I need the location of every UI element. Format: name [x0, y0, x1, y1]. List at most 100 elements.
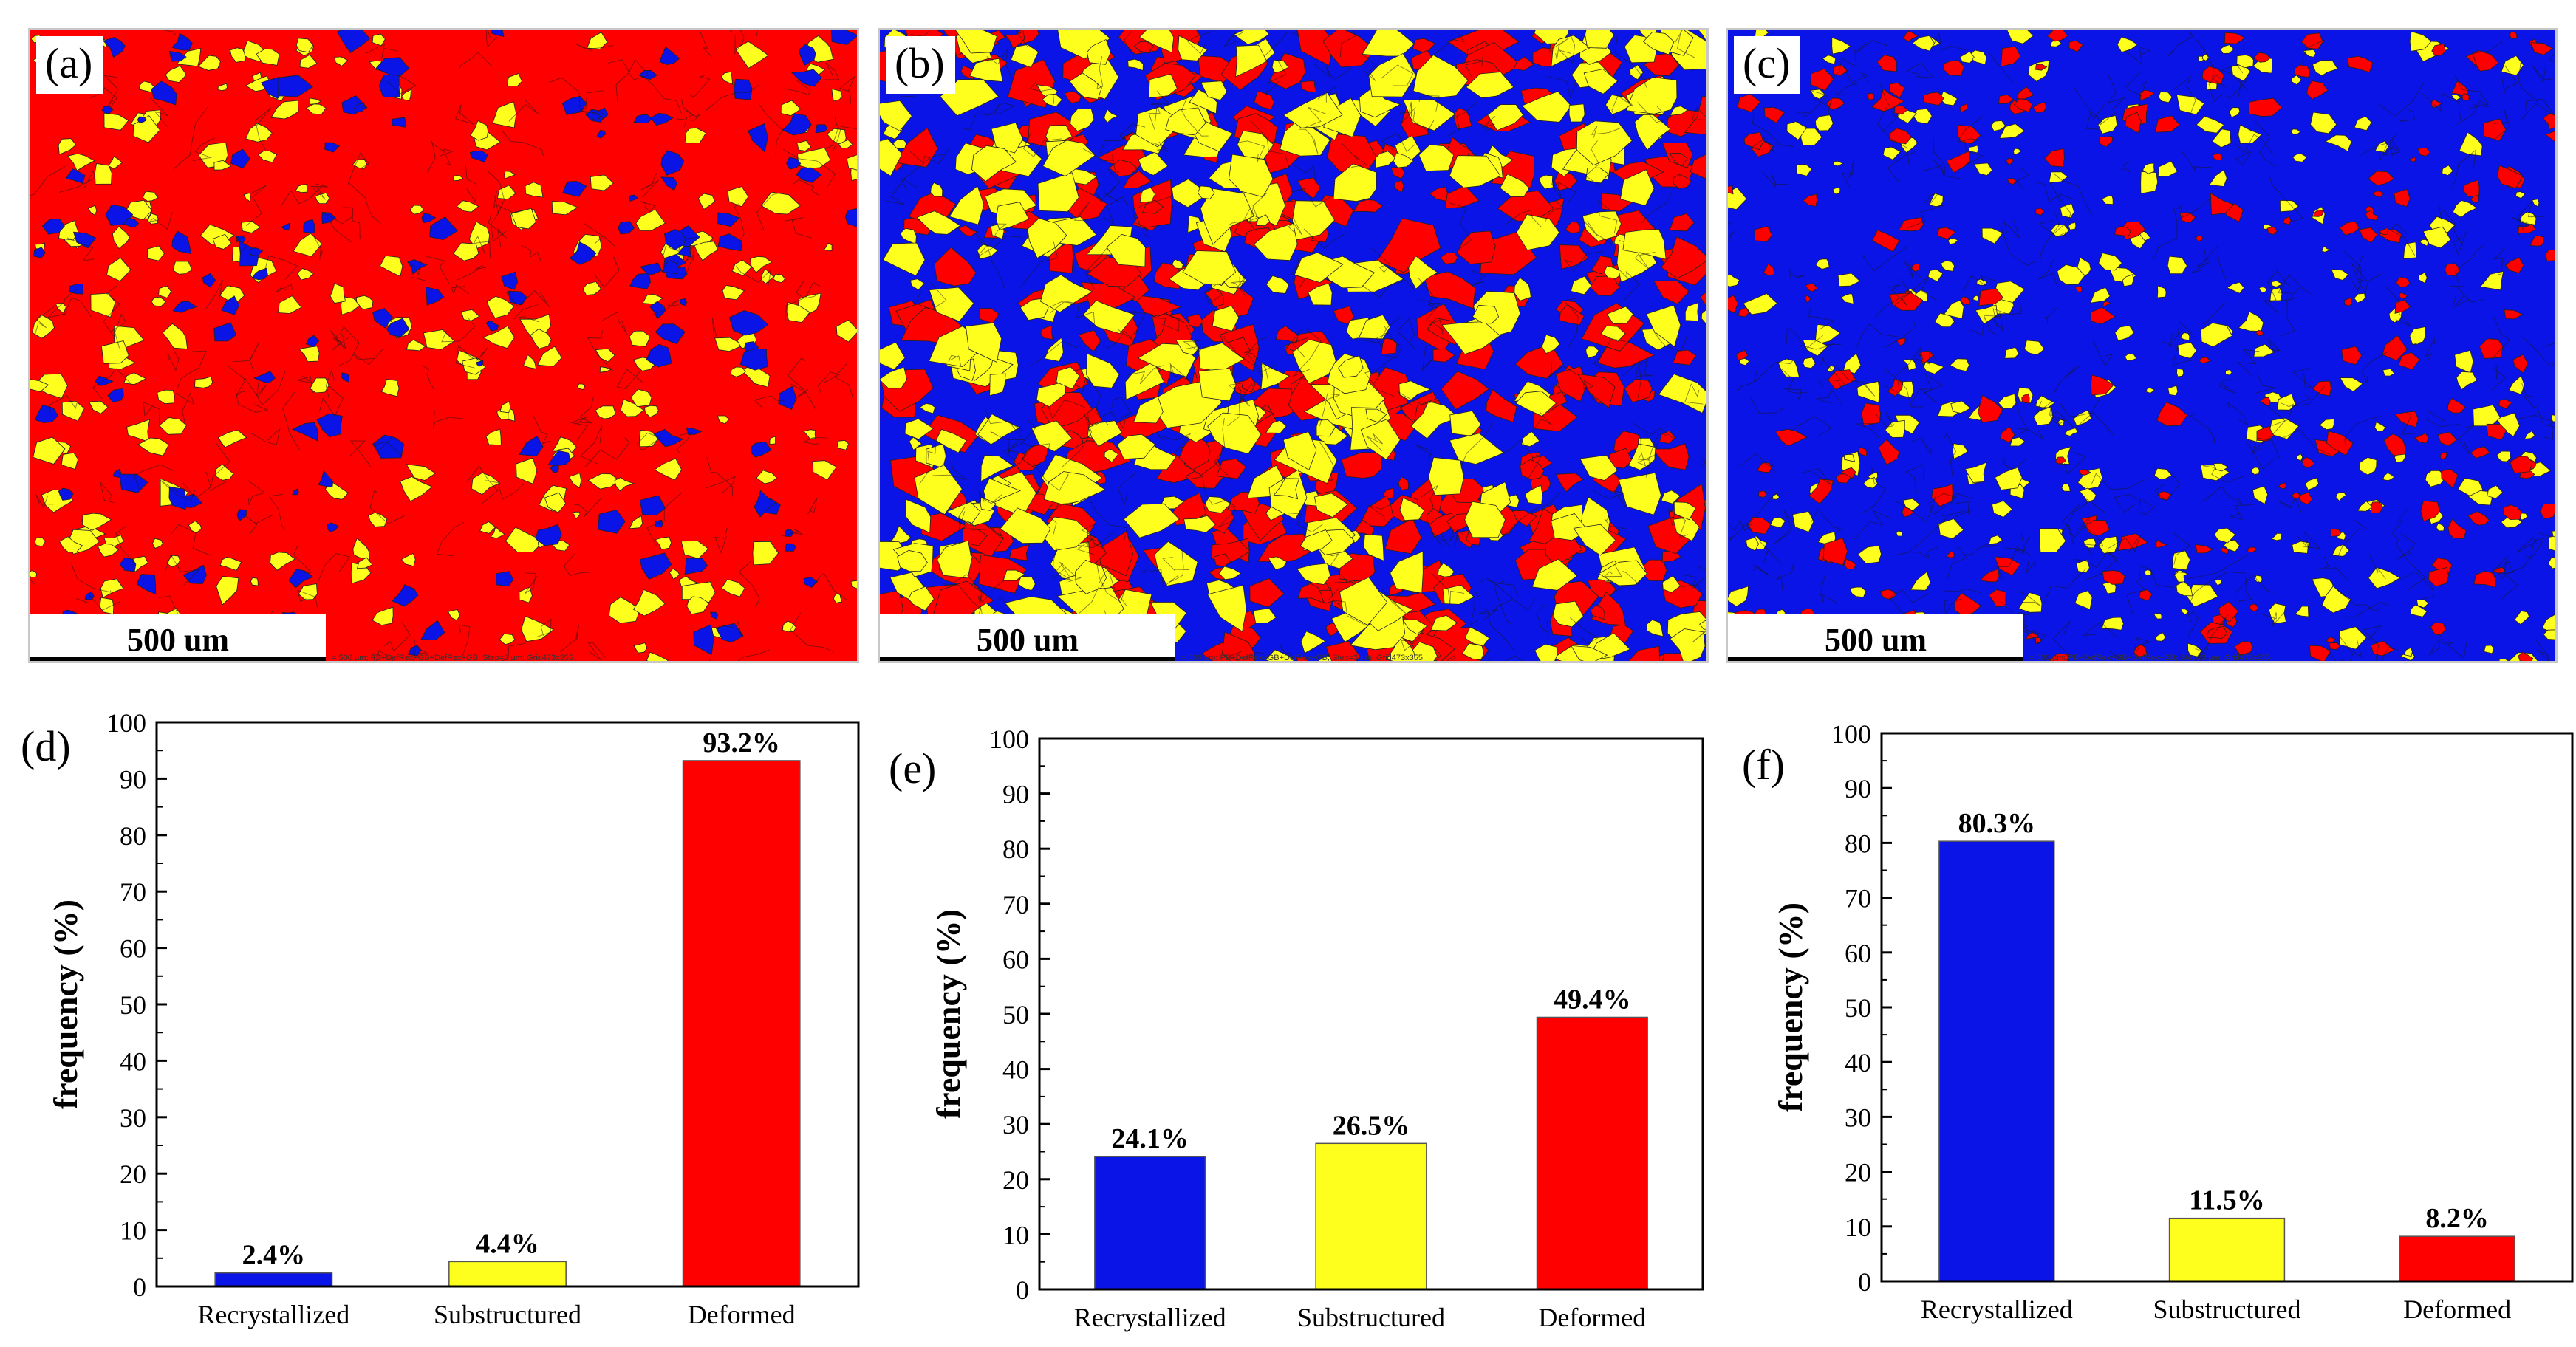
grain	[717, 212, 740, 227]
grain	[2032, 102, 2047, 114]
grain-boundary	[1376, 332, 1389, 348]
grain-boundary	[2014, 397, 2029, 434]
data-label: 49.4%	[1554, 984, 1631, 1015]
scale-bar	[1728, 657, 2023, 661]
grain	[1104, 448, 1119, 463]
grain	[1840, 292, 1854, 304]
grain-boundary	[1290, 188, 1333, 208]
grain	[499, 633, 516, 645]
grain	[2025, 632, 2040, 640]
grain-boundary	[513, 304, 539, 323]
grain-boundary	[1299, 128, 1319, 154]
grain-boundary	[1417, 277, 1441, 321]
grain-boundary	[2396, 541, 2427, 590]
grain-boundary	[1841, 160, 1854, 188]
grain-boundary	[1429, 318, 1444, 335]
grain	[2252, 58, 2273, 74]
grain	[989, 373, 1006, 397]
grain	[1903, 30, 1919, 43]
grain-boundary	[1551, 181, 1577, 202]
grain	[1590, 604, 1605, 620]
grain	[2325, 134, 2352, 152]
grain-boundary	[2302, 39, 2325, 64]
grain	[1831, 37, 1851, 55]
grain-boundary	[47, 289, 77, 318]
grain-boundary	[961, 101, 1001, 131]
grain-boundary	[425, 256, 450, 284]
grain	[2505, 257, 2524, 274]
grain	[2021, 393, 2030, 404]
grain	[739, 348, 768, 371]
grain-boundary	[2041, 655, 2054, 661]
grain-boundary	[502, 131, 544, 157]
grain	[1833, 160, 1844, 167]
grain	[158, 285, 172, 298]
grain-boundary	[1667, 508, 1688, 539]
grain	[2157, 160, 2179, 177]
grain-boundary	[110, 313, 127, 349]
grain	[1418, 144, 1455, 172]
grain	[1104, 109, 1118, 124]
grain	[1212, 305, 1240, 332]
grain	[1973, 162, 1993, 176]
grain-boundary	[2220, 64, 2249, 92]
grain	[1758, 490, 1767, 498]
grain	[1792, 510, 1814, 533]
grain	[1622, 228, 1667, 260]
grain-boundary	[1862, 465, 1887, 514]
grain-boundary	[1465, 53, 1484, 77]
grain	[1393, 152, 1415, 168]
grain-boundary	[2162, 341, 2192, 366]
grain	[2319, 419, 2334, 431]
grain	[1879, 589, 1897, 600]
grain	[930, 182, 943, 197]
grain	[1512, 510, 1537, 527]
bar-chart-d: (d)2.4%Recrystallized4.4%Substructured93…	[21, 708, 860, 1329]
grain-boundary	[1536, 604, 1549, 634]
grain-boundary	[2074, 87, 2117, 126]
grain	[2552, 530, 2555, 538]
grain	[2156, 401, 2188, 427]
grain-boundary	[1414, 444, 1433, 465]
grain-boundary	[66, 237, 95, 261]
grain-boundary	[521, 244, 541, 262]
grain-boundary	[1941, 510, 1971, 518]
grain	[162, 323, 188, 349]
grain	[2102, 570, 2125, 585]
grain	[2539, 503, 2555, 520]
grain-boundary	[1303, 106, 1327, 129]
grain-boundary	[2535, 639, 2551, 661]
grain-boundary	[2252, 402, 2286, 452]
grain	[1844, 453, 1856, 462]
grain-boundary	[458, 52, 493, 69]
grain-boundary	[232, 343, 259, 373]
grain	[1385, 634, 1416, 661]
grain	[1265, 649, 1294, 661]
grain	[101, 106, 114, 114]
grain	[562, 180, 587, 197]
grain	[2518, 223, 2536, 233]
grain-boundary	[1961, 543, 1998, 555]
grain-boundary	[2168, 321, 2196, 348]
grain	[730, 366, 746, 377]
grain-boundary	[2043, 306, 2058, 323]
grain	[2271, 532, 2282, 541]
grain-boundary	[493, 191, 513, 213]
grain	[277, 75, 313, 97]
grain-boundary	[1371, 247, 1391, 273]
grain	[1297, 583, 1325, 604]
grain	[591, 112, 601, 120]
grain	[66, 153, 95, 171]
grain-boundary	[676, 110, 700, 121]
grain-boundary	[1022, 131, 1062, 157]
grain	[653, 428, 684, 448]
y-axis-label: frequency (%)	[1772, 902, 1809, 1112]
grain	[1822, 55, 1837, 65]
grain	[420, 620, 445, 641]
grain-boundary	[1292, 329, 1322, 377]
grain-boundary	[1905, 62, 1935, 78]
grain	[971, 145, 1017, 182]
grain-boundary	[2108, 534, 2141, 553]
grain	[212, 233, 232, 250]
grain	[756, 470, 777, 484]
